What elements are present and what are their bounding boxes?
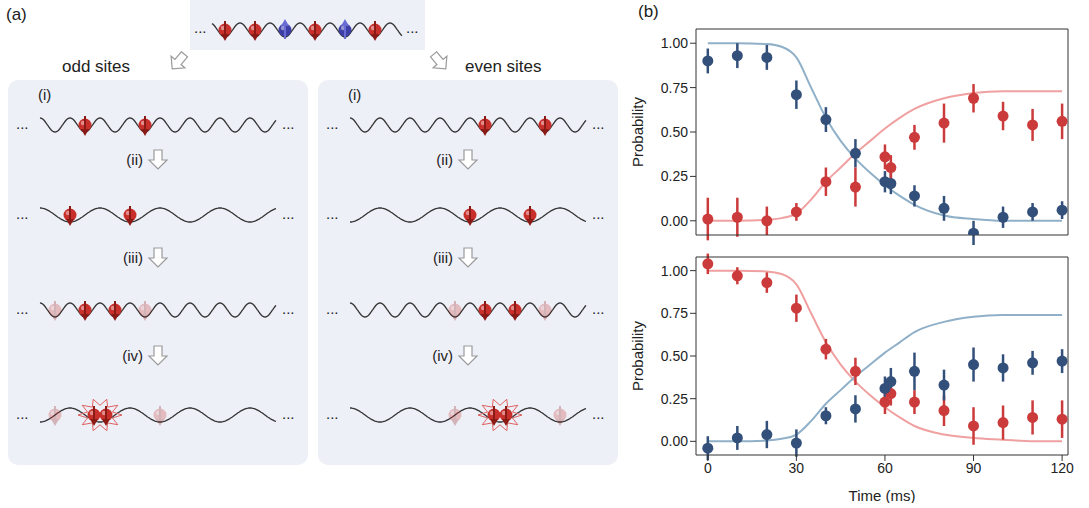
svg-text:...: ... — [16, 405, 29, 422]
svg-text:...: ... — [16, 300, 29, 317]
svg-text:...: ... — [592, 300, 605, 317]
svg-text:...: ... — [194, 19, 207, 36]
html-text:(b): (b) — [638, 2, 659, 21]
svg-text:1.00: 1.00 — [661, 263, 688, 279]
svg-text:...: ... — [592, 115, 605, 132]
svg-text:1.00: 1.00 — [661, 35, 688, 51]
svg-text:0.75: 0.75 — [661, 80, 688, 96]
svg-text:0.75: 0.75 — [661, 305, 688, 321]
svg-text:30: 30 — [789, 460, 805, 476]
svg-text:Probability: Probability — [629, 96, 646, 167]
svg-text:...: ... — [326, 405, 339, 422]
svg-text:Time (ms): Time (ms) — [849, 487, 916, 503]
svg-text:...: ... — [282, 405, 295, 422]
svg-text:60: 60 — [877, 460, 893, 476]
svg-text:0.00: 0.00 — [661, 433, 688, 449]
svg-text:...: ... — [282, 115, 295, 132]
svg-text:120: 120 — [1050, 460, 1074, 476]
svg-text:0.25: 0.25 — [661, 168, 688, 184]
svg-text:...: ... — [326, 115, 339, 132]
svg-text:...: ... — [592, 205, 605, 222]
svg-text:(ii): (ii) — [126, 151, 143, 168]
svg-text:...: ... — [16, 205, 29, 222]
svg-text:0: 0 — [704, 460, 712, 476]
svg-text:odd sites: odd sites — [62, 57, 130, 76]
svg-text:...: ... — [282, 300, 295, 317]
svg-text:90: 90 — [966, 460, 982, 476]
svg-text:0.00: 0.00 — [661, 213, 688, 229]
svg-text:(i): (i) — [38, 86, 51, 103]
svg-text:0.50: 0.50 — [661, 124, 688, 140]
svg-text:(ii): (ii) — [436, 151, 453, 168]
svg-text:even sites: even sites — [465, 57, 542, 76]
svg-text:...: ... — [16, 115, 29, 132]
svg-text:0.50: 0.50 — [661, 348, 688, 364]
svg-text:(iv): (iv) — [432, 347, 453, 364]
svg-text:...: ... — [282, 205, 295, 222]
svg-text:...: ... — [326, 300, 339, 317]
svg-text:...: ... — [326, 205, 339, 222]
svg-text:(iii): (iii) — [123, 249, 143, 266]
svg-text:(i): (i) — [348, 86, 361, 103]
svg-text:(iv): (iv) — [122, 347, 143, 364]
svg-text:(a): (a) — [6, 5, 27, 24]
svg-text:...: ... — [406, 19, 419, 36]
svg-text:...: ... — [592, 405, 605, 422]
svg-text:0.25: 0.25 — [661, 391, 688, 407]
svg-text:(iii): (iii) — [433, 249, 453, 266]
svg-text:Probability: Probability — [629, 320, 646, 391]
